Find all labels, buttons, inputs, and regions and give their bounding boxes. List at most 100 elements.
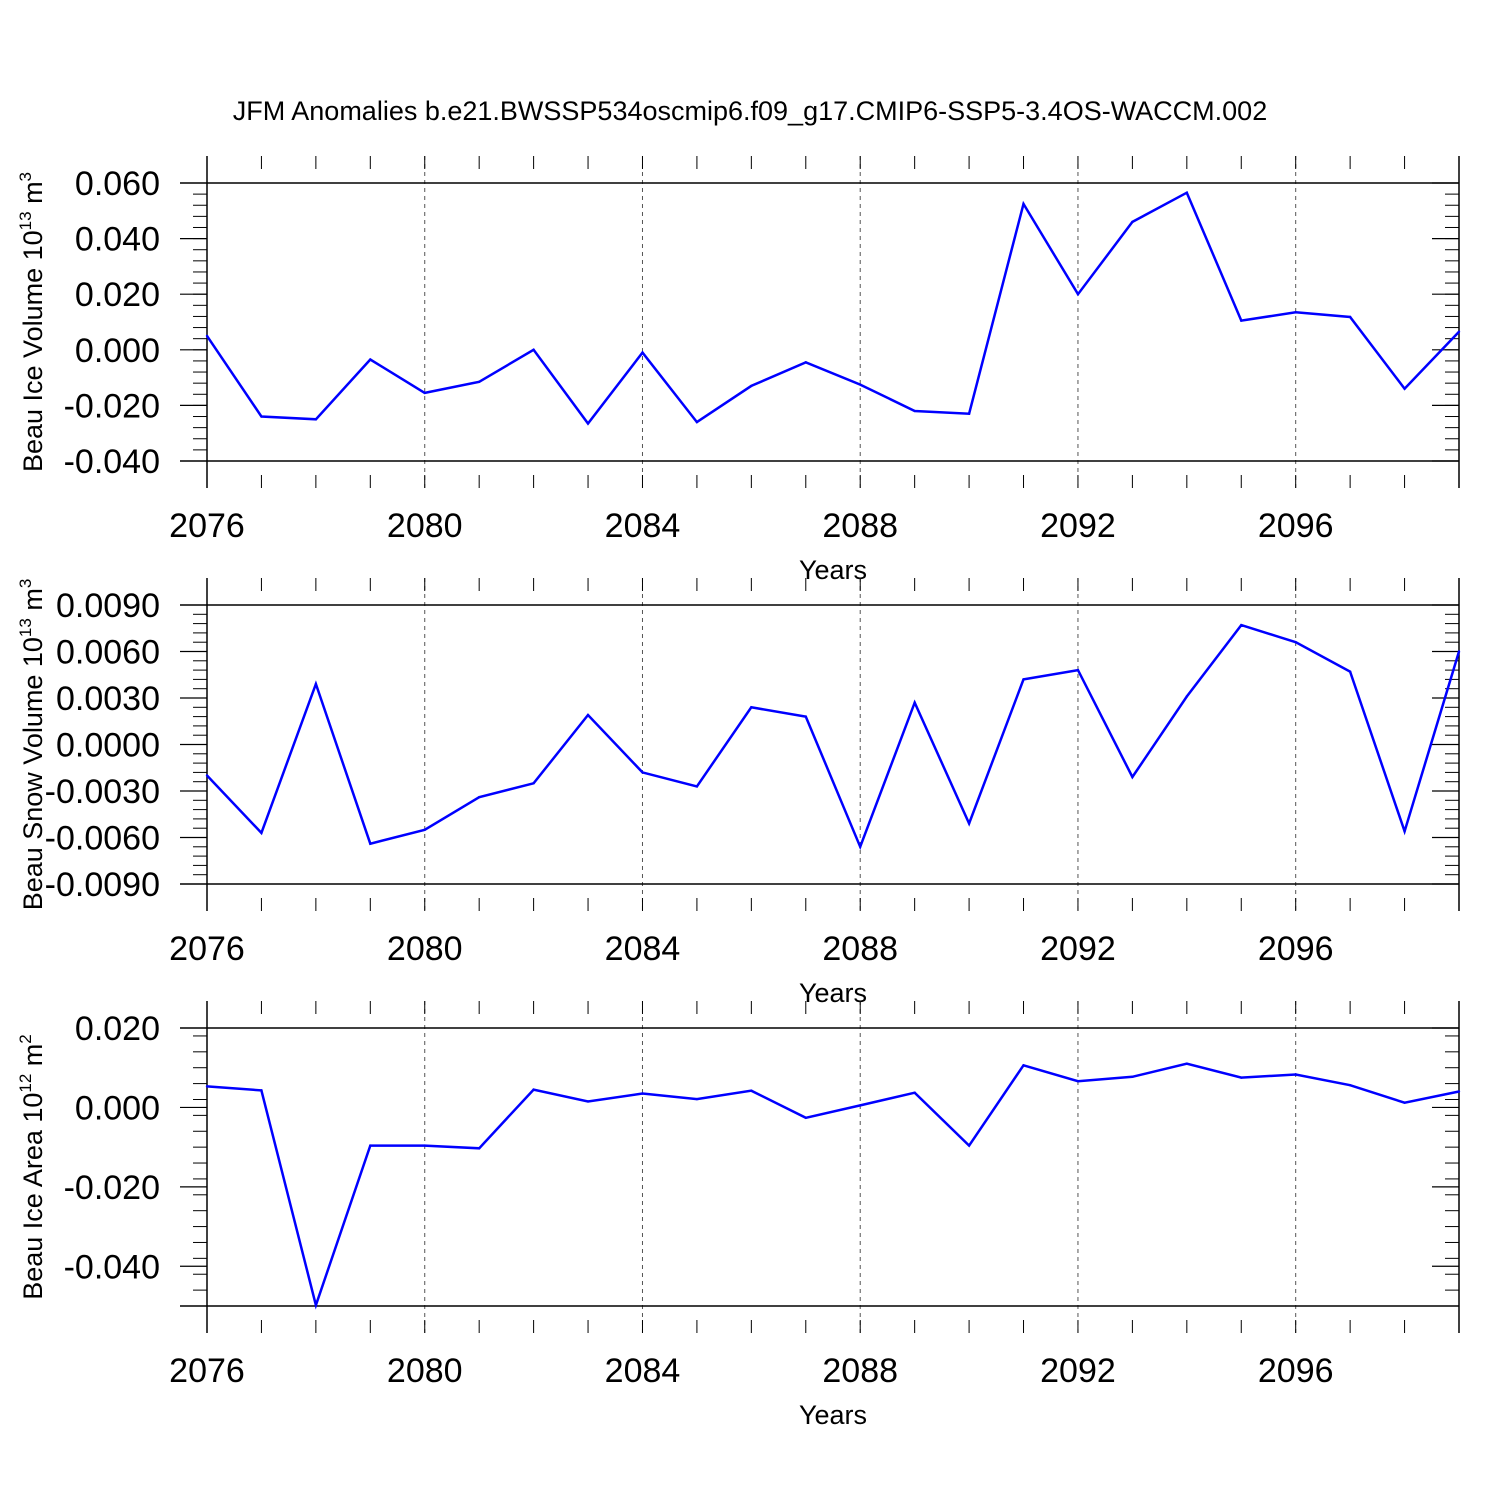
data-point	[260, 831, 263, 835]
y-tick-label: -0.020	[64, 1169, 160, 1207]
y-axis-title-unit-exponent: 3	[16, 172, 35, 181]
data-point	[369, 842, 372, 845]
chart-title: JFM Anomalies b.e21.BWSSP534oscmip6.f09_…	[233, 96, 1267, 126]
data-point	[532, 782, 535, 785]
data-point	[477, 1147, 481, 1150]
y-axis-title-exponent: 13	[16, 618, 35, 637]
data-point	[1185, 695, 1189, 698]
y-tick-label: 0.0060	[56, 634, 160, 672]
x-axis-title: Years	[799, 1400, 867, 1430]
chart-panel-3: 0.020 0.000 -0.020 -0.040 2076 2080 2084 2088 20…	[16, 1001, 1461, 1430]
data-point	[1348, 670, 1352, 673]
data-point	[1294, 1073, 1297, 1076]
data-point	[859, 1104, 862, 1107]
data-point	[1022, 202, 1025, 206]
data-series-line	[206, 1062, 1460, 1310]
data-point	[804, 1116, 807, 1119]
y-axis-title-unit-exponent: 3	[16, 579, 35, 588]
x-tick-label: 2084	[605, 930, 681, 968]
data-point	[1403, 1101, 1406, 1104]
y-axis-title-text: Beau Snow Volume 10	[18, 637, 48, 910]
data-point	[1240, 1076, 1243, 1079]
x-tick-label: 2096	[1258, 1352, 1334, 1390]
y-axis-title-unit: m	[18, 1044, 48, 1074]
y-tick-label: 0.000	[75, 332, 160, 370]
x-tick-label: 2080	[387, 930, 463, 968]
data-point	[750, 706, 753, 709]
y-axis-title-text: Beau Ice Area 10	[18, 1093, 48, 1300]
data-point	[859, 383, 862, 386]
data-point	[1294, 641, 1297, 644]
x-axis-title: Years	[799, 978, 867, 1008]
data-point	[1185, 191, 1189, 194]
data-point	[586, 422, 590, 425]
data-point	[913, 701, 916, 704]
data-point	[586, 1100, 590, 1103]
data-point	[532, 348, 535, 351]
data-point	[750, 384, 753, 388]
x-tick-label: 2076	[169, 930, 245, 968]
x-tick-label: 2092	[1040, 1352, 1116, 1390]
y-tick-label: -0.020	[64, 387, 160, 425]
data-point	[967, 822, 971, 825]
data-series-line	[206, 623, 1461, 851]
y-axis-title: Beau Snow Volume 1013 m3	[16, 579, 48, 911]
data-point	[532, 1088, 535, 1091]
data-point	[423, 1144, 426, 1147]
data-point	[1185, 1062, 1189, 1065]
data-point	[695, 420, 699, 424]
y-tick-label: 0.060	[75, 165, 160, 203]
chart-panels: 0.060 0.040 0.020 0.000 -0.020 -0.040 2076 2080…	[16, 156, 1461, 1430]
x-tick-label: 2076	[169, 1352, 245, 1390]
y-axis-title-text: Beau Ice Volume 10	[18, 230, 48, 472]
data-point	[913, 409, 916, 413]
data-point	[641, 351, 644, 354]
data-point	[369, 1144, 372, 1147]
y-tick-label: -0.0090	[45, 866, 160, 904]
y-tick-label: 0.0000	[56, 727, 160, 765]
data-point	[641, 1092, 644, 1095]
y-tick-label: -0.0030	[45, 773, 160, 811]
data-point	[205, 1085, 209, 1088]
y-tick-label: 0.020	[75, 276, 160, 314]
x-tick-label: 2092	[1040, 507, 1116, 545]
x-tick-label: 2084	[605, 507, 681, 545]
data-point	[1348, 315, 1352, 319]
data-point	[1131, 1075, 1134, 1079]
y-axis-title: Beau Ice Area 1012 m2	[16, 1034, 48, 1300]
data-point	[1457, 1090, 1461, 1093]
data-point	[1403, 830, 1406, 833]
x-tick-label: 2088	[822, 930, 898, 968]
data-point	[695, 1097, 699, 1101]
x-tick-label: 2096	[1258, 930, 1334, 968]
y-tick-label: 0.040	[75, 221, 160, 259]
data-point	[1131, 775, 1134, 779]
y-tick-label: 0.0030	[56, 680, 160, 718]
data-point	[477, 380, 481, 383]
x-axis-title: Years	[799, 555, 867, 585]
data-point	[1076, 668, 1080, 672]
y-axis-title-unit: m	[18, 588, 48, 618]
data-point	[1457, 330, 1461, 333]
y-axis-title: Beau Ice Volume 1013 m3	[16, 172, 48, 472]
data-point	[1240, 623, 1243, 627]
x-tick-label: 2080	[387, 1352, 463, 1390]
y-axis-title-exponent: 13	[16, 211, 35, 230]
data-point	[314, 1304, 318, 1307]
x-tick-label: 2096	[1258, 507, 1334, 545]
y-tick-label: 0.020	[75, 1010, 160, 1048]
data-point	[967, 1144, 971, 1147]
data-point	[804, 361, 807, 364]
data-point	[314, 682, 318, 686]
data-point	[586, 713, 590, 717]
data-point	[1240, 319, 1243, 322]
y-tick-label: -0.040	[64, 443, 160, 481]
y-axis-title-unit-exponent: 2	[16, 1034, 35, 1043]
y-tick-label: 0.0090	[56, 587, 160, 625]
data-point	[1294, 311, 1297, 314]
y-tick-label: -0.0060	[45, 820, 160, 858]
data-point	[1076, 1080, 1080, 1083]
data-point	[1022, 1064, 1025, 1067]
